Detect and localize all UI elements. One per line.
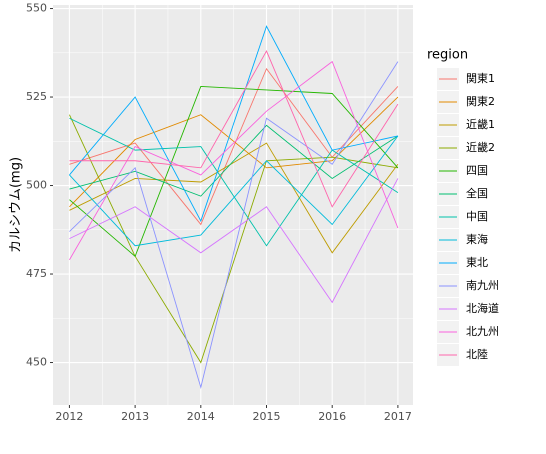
legend-label: 北九州 [466, 325, 499, 338]
x-tick-label: 2016 [318, 410, 346, 423]
line [69, 124, 399, 197]
legend-label: 四国 [466, 164, 488, 177]
legend-label: 東北 [466, 256, 488, 269]
line [69, 60, 399, 261]
x-tick-label: 2012 [55, 410, 83, 423]
line [69, 67, 399, 226]
x-tick-label: 2013 [121, 410, 149, 423]
line [69, 49, 399, 208]
legend-title: region [427, 48, 468, 63]
panel [53, 5, 413, 405]
line [69, 85, 399, 258]
legend-label: 関東1 [466, 72, 495, 85]
x-tick-label: 2017 [384, 410, 412, 423]
legend-label: 近畿2 [466, 140, 495, 154]
y-tick-label: 550 [26, 2, 47, 15]
line [69, 135, 399, 247]
legend-label: 北海道 [466, 301, 499, 315]
line [69, 142, 399, 254]
line [69, 114, 398, 364]
y-tick-label: 475 [26, 267, 47, 280]
legend-label: 関東2 [466, 95, 495, 108]
legend-label: 全国 [466, 186, 488, 200]
legend-label: 東海 [466, 232, 488, 246]
line [69, 61, 399, 390]
x-tick-label: 2014 [187, 410, 215, 423]
y-tick-label: 500 [26, 179, 47, 192]
line [69, 117, 399, 247]
x-tick-label: 2015 [253, 410, 281, 423]
line [69, 178, 399, 304]
legend-label: 南九州 [466, 279, 499, 292]
legend-label: 中国 [466, 210, 488, 223]
y-tick-label: 450 [26, 356, 47, 369]
y-axis-title: カルシウム(mg) [9, 157, 24, 253]
legend-label: 近畿1 [466, 117, 495, 131]
line [69, 96, 399, 208]
y-tick-label: 525 [26, 90, 47, 103]
legend-label: 北陸 [466, 348, 488, 361]
